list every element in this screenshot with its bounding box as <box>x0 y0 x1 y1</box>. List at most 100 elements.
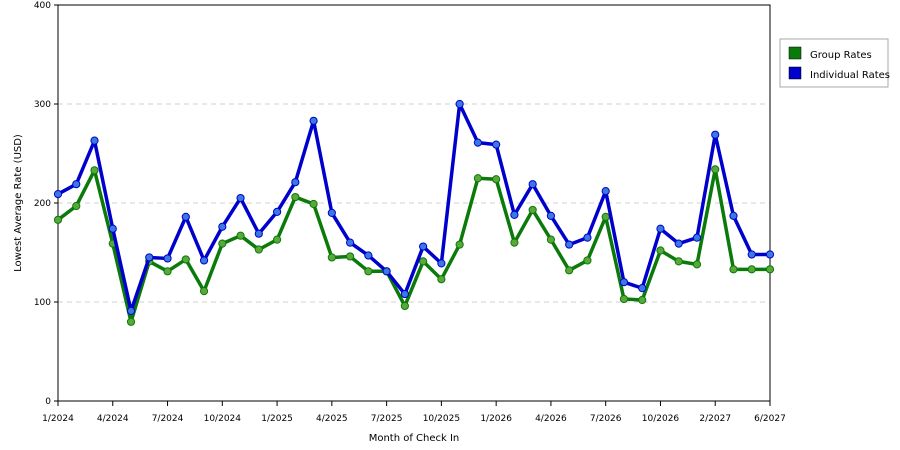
data-point-individual-rates <box>419 242 428 251</box>
data-point-individual-rates <box>218 222 227 231</box>
series-individual-rates <box>53 99 775 316</box>
data-point-group-rates <box>72 201 81 211</box>
x-tick-label: 10/2024 <box>204 414 242 424</box>
legend-label-individual-rates: Individual Rates <box>810 70 890 81</box>
x-tick-label: 1/2025 <box>261 414 293 424</box>
x-tick-label: 4/2025 <box>316 414 348 424</box>
data-point-group-rates <box>236 231 245 240</box>
data-point-group-rates <box>327 253 336 262</box>
data-point-individual-rates <box>181 212 190 221</box>
data-point-individual-rates <box>163 254 172 263</box>
x-axis-title: Month of Check In <box>369 433 460 444</box>
data-point-group-rates <box>711 165 720 174</box>
data-point-group-rates <box>473 174 482 183</box>
data-point-individual-rates <box>272 207 282 217</box>
y-tick-label: 0 <box>45 397 51 407</box>
grid-lines <box>58 103 770 303</box>
data-point-individual-rates <box>619 278 629 287</box>
data-point-group-rates <box>492 175 501 184</box>
data-point-individual-rates <box>729 211 738 220</box>
data-point-group-rates <box>218 239 227 248</box>
data-point-individual-rates <box>583 233 592 242</box>
data-point-individual-rates <box>492 140 501 149</box>
data-point-individual-rates <box>711 130 720 139</box>
data-point-individual-rates <box>53 189 63 199</box>
data-point-individual-rates <box>309 116 318 125</box>
x-tick-label: 4/2026 <box>535 414 567 424</box>
data-point-individual-rates <box>473 138 482 147</box>
data-point-individual-rates <box>126 306 136 316</box>
data-point-group-rates <box>510 238 519 247</box>
plot-area: 0 100 200 300 400 1/2024 4/2024 7/2024 10/2024 1/… <box>34 1 786 424</box>
series-line-individual-rates <box>56 102 772 313</box>
data-point-group-rates <box>346 252 355 261</box>
data-point-group-rates <box>400 301 409 311</box>
x-tick-label: 2/2027 <box>699 414 731 424</box>
data-point-group-rates <box>638 295 647 305</box>
y-tick-label: 300 <box>34 100 51 110</box>
data-point-group-rates <box>126 317 136 326</box>
legend: Group Rates Individual Rates <box>779 38 890 88</box>
y-tick-label: 100 <box>34 298 51 308</box>
x-tick-label: 1/2026 <box>480 414 512 424</box>
y-tick-label: 400 <box>34 1 51 11</box>
data-point-individual-rates <box>638 284 647 293</box>
data-point-group-rates <box>528 205 537 215</box>
axes: 0 100 200 300 400 1/2024 4/2024 7/2024 10/2024 1/… <box>34 1 786 424</box>
data-point-individual-rates <box>510 210 519 219</box>
data-point-individual-rates <box>346 238 355 247</box>
data-point-group-rates <box>437 275 446 284</box>
data-point-group-rates <box>419 257 428 266</box>
y-tick-label: 200 <box>34 199 51 209</box>
legend-label-group-rates: Group Rates <box>810 50 872 61</box>
x-tick-label: 4/2024 <box>97 414 129 424</box>
data-point-individual-rates <box>601 187 610 196</box>
x-tick-label: 6/2027 <box>754 414 786 424</box>
data-point-individual-rates <box>90 136 99 145</box>
data-point-group-rates <box>254 245 263 254</box>
data-point-group-rates <box>674 257 683 266</box>
data-point-group-rates <box>619 294 629 304</box>
data-point-individual-rates <box>565 240 574 249</box>
legend-swatch-group-rates <box>788 46 802 60</box>
data-point-individual-rates <box>400 289 409 299</box>
x-tick-label: 10/2026 <box>642 414 680 424</box>
data-point-group-rates <box>364 267 373 276</box>
data-point-group-rates <box>291 192 300 202</box>
data-point-group-rates <box>656 246 665 255</box>
data-point-individual-rates <box>236 193 245 203</box>
data-point-individual-rates <box>364 251 373 260</box>
data-point-individual-rates <box>692 233 702 242</box>
data-point-group-rates <box>765 265 775 274</box>
data-point-individual-rates <box>254 229 263 238</box>
series-line-group-rates <box>56 167 772 324</box>
data-point-group-rates <box>199 287 209 296</box>
series-lines <box>53 99 775 326</box>
x-tick-label: 7/2024 <box>152 414 184 424</box>
data-point-group-rates <box>546 235 556 244</box>
data-point-individual-rates <box>455 99 464 109</box>
data-point-individual-rates <box>72 180 81 189</box>
data-point-individual-rates <box>765 250 775 259</box>
data-point-group-rates <box>747 265 756 274</box>
series-group-rates <box>53 165 775 326</box>
data-point-group-rates <box>181 255 190 264</box>
data-point-group-rates <box>565 266 574 275</box>
data-point-group-rates <box>309 199 318 209</box>
data-point-individual-rates <box>528 180 537 189</box>
x-tick-label: 7/2026 <box>590 414 622 424</box>
data-point-individual-rates <box>382 267 391 276</box>
legend-swatch-individual-rates <box>788 66 802 80</box>
x-tick-label: 1/2024 <box>42 414 74 424</box>
data-point-individual-rates <box>546 211 556 220</box>
data-point-group-rates <box>729 265 738 274</box>
x-tick-label: 10/2025 <box>423 414 460 424</box>
data-point-individual-rates <box>674 239 683 248</box>
data-point-individual-rates <box>656 224 665 233</box>
data-point-individual-rates <box>199 256 209 265</box>
data-point-individual-rates <box>327 208 336 217</box>
y-axis-title: Lowest Average Rate (USD) <box>13 134 24 272</box>
data-point-group-rates <box>583 256 592 265</box>
data-point-group-rates <box>272 235 282 244</box>
